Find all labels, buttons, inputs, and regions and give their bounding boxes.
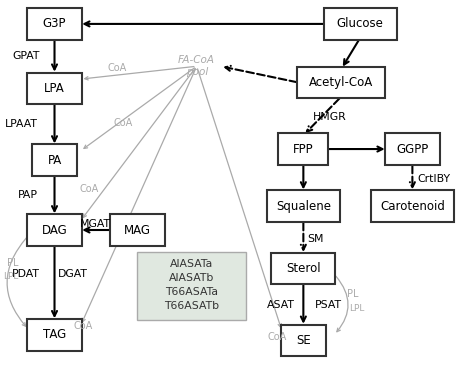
FancyBboxPatch shape bbox=[266, 191, 340, 222]
FancyBboxPatch shape bbox=[27, 73, 82, 104]
Text: CoA: CoA bbox=[73, 321, 92, 331]
Text: Glucose: Glucose bbox=[337, 17, 383, 31]
Text: LPL: LPL bbox=[349, 304, 364, 313]
Text: Carotenoid: Carotenoid bbox=[380, 199, 445, 213]
FancyBboxPatch shape bbox=[371, 191, 454, 222]
FancyBboxPatch shape bbox=[32, 145, 77, 176]
Text: PDAT: PDAT bbox=[12, 269, 39, 279]
Text: CoA: CoA bbox=[108, 63, 127, 73]
FancyBboxPatch shape bbox=[27, 214, 82, 246]
Text: FPP: FPP bbox=[293, 142, 314, 156]
Text: HMGR: HMGR bbox=[313, 112, 347, 122]
Text: G3P: G3P bbox=[43, 17, 66, 31]
Text: PA: PA bbox=[47, 153, 62, 167]
Text: SE: SE bbox=[296, 334, 311, 347]
FancyBboxPatch shape bbox=[279, 134, 328, 165]
Text: MAG: MAG bbox=[124, 223, 151, 237]
Text: DGAT: DGAT bbox=[57, 269, 88, 279]
FancyBboxPatch shape bbox=[27, 319, 82, 350]
Text: FA-CoA
pool: FA-CoA pool bbox=[178, 56, 215, 77]
Text: LPL: LPL bbox=[3, 272, 18, 281]
Text: CoA: CoA bbox=[268, 332, 287, 343]
Text: ASAT: ASAT bbox=[267, 300, 294, 310]
Text: PAP: PAP bbox=[18, 190, 38, 200]
Text: MGAT: MGAT bbox=[80, 219, 111, 229]
Text: CoA: CoA bbox=[80, 184, 99, 194]
FancyBboxPatch shape bbox=[27, 8, 82, 39]
Text: PL: PL bbox=[347, 289, 359, 300]
Text: PL: PL bbox=[7, 258, 18, 268]
Text: CrtIBY: CrtIBY bbox=[417, 174, 450, 184]
FancyBboxPatch shape bbox=[298, 67, 385, 98]
Text: TAG: TAG bbox=[43, 328, 66, 342]
Text: GPAT: GPAT bbox=[12, 50, 40, 61]
FancyBboxPatch shape bbox=[281, 325, 326, 356]
FancyBboxPatch shape bbox=[271, 253, 336, 284]
Text: LPAAT: LPAAT bbox=[5, 119, 38, 129]
FancyBboxPatch shape bbox=[110, 214, 164, 246]
Text: CoA: CoA bbox=[114, 117, 133, 128]
FancyBboxPatch shape bbox=[323, 8, 397, 39]
Text: DAG: DAG bbox=[42, 223, 67, 237]
Text: Sterol: Sterol bbox=[286, 262, 321, 275]
Text: AlASATa
AlASATb
T66ASATa
T66ASATb: AlASATa AlASATb T66ASATa T66ASATb bbox=[164, 259, 219, 311]
Text: SM: SM bbox=[308, 234, 324, 244]
Text: PSAT: PSAT bbox=[315, 300, 341, 310]
Text: Acetyl-CoA: Acetyl-CoA bbox=[309, 76, 374, 89]
Text: GGPP: GGPP bbox=[396, 142, 428, 156]
Text: LPA: LPA bbox=[44, 82, 65, 95]
FancyBboxPatch shape bbox=[137, 252, 246, 320]
FancyBboxPatch shape bbox=[385, 134, 439, 165]
Text: Squalene: Squalene bbox=[276, 199, 331, 213]
